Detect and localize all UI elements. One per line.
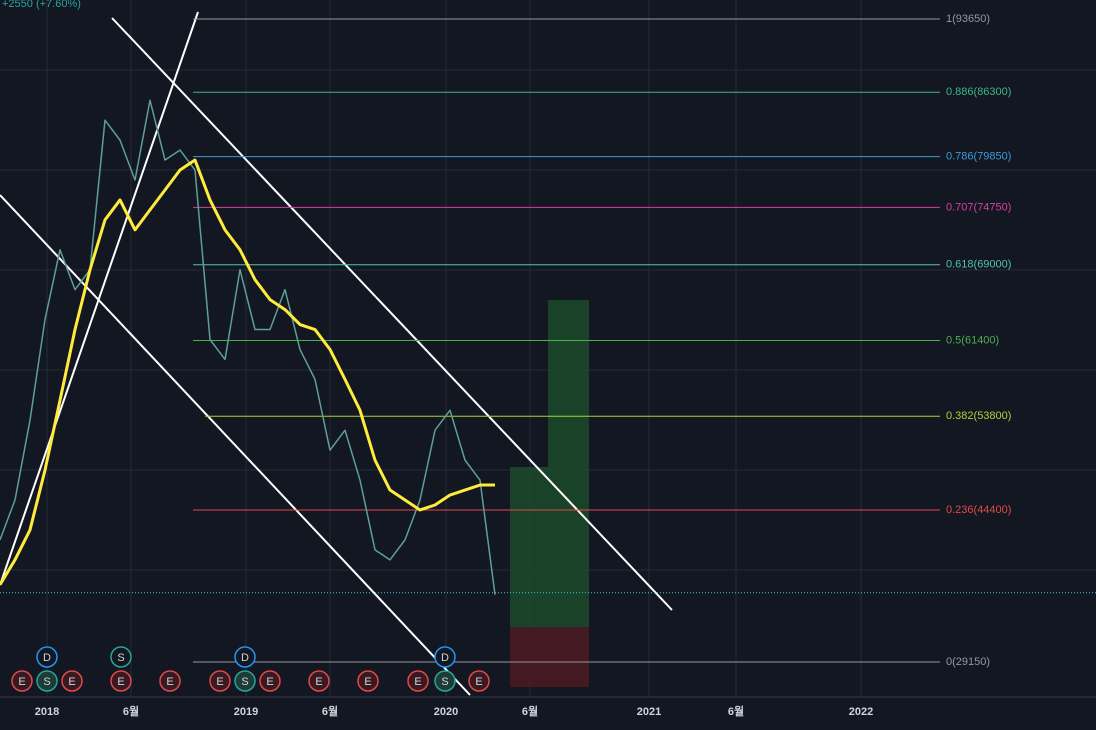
event-marker: [36, 646, 58, 668]
time-label: 2018: [35, 706, 59, 718]
time-label: 6월: [522, 704, 538, 718]
event-letter: E: [117, 676, 124, 688]
event-marker: [61, 670, 83, 692]
fib-label: 0.236(44400): [946, 504, 1011, 516]
fib-label: 0.618(69000): [946, 259, 1011, 271]
event-marker: [11, 670, 33, 692]
event-marker: [468, 670, 490, 692]
profit-zone: [548, 300, 589, 467]
event-marker: [36, 670, 58, 692]
event-letter: E: [166, 676, 173, 688]
event-marker: [434, 646, 456, 668]
fib-label: 0.786(79850): [946, 150, 1011, 162]
event-letter: E: [68, 676, 75, 688]
profit-zone: [510, 467, 589, 627]
time-label: 6월: [123, 704, 139, 718]
event-letter: E: [475, 676, 482, 688]
fib-label: 0.5(61400): [946, 334, 999, 346]
event-letter: D: [241, 652, 249, 664]
event-marker: [159, 670, 181, 692]
event-marker: [308, 670, 330, 692]
trend-line: [0, 11, 199, 586]
fib-label: 1(93650): [946, 13, 990, 25]
time-label: 2021: [637, 706, 661, 718]
fib-label: 0.707(74750): [946, 201, 1011, 213]
loss-zone: [510, 627, 589, 687]
event-letter: S: [43, 676, 50, 688]
time-label: 2019: [234, 706, 258, 718]
event-marker: [110, 646, 132, 668]
event-marker: [234, 670, 256, 692]
channel-line: [0, 194, 471, 696]
event-letter: E: [216, 676, 223, 688]
event-marker: [434, 670, 456, 692]
fib-label: 0.886(86300): [946, 86, 1011, 98]
event-letter: S: [241, 676, 248, 688]
time-label: 6월: [728, 704, 744, 718]
time-label: 2022: [849, 706, 873, 718]
event-marker: [259, 670, 281, 692]
event-letter: D: [43, 652, 51, 664]
event-marker: [407, 670, 429, 692]
time-label: 2020: [434, 706, 458, 718]
series-price: [0, 99, 496, 595]
event-letter: S: [441, 676, 448, 688]
event-letter: E: [18, 676, 25, 688]
price-change: +2550 (+7.60%): [2, 0, 81, 10]
channel-line: [111, 17, 673, 611]
series-ma: [0, 158, 495, 586]
event-letter: S: [117, 652, 124, 664]
event-marker: [209, 670, 231, 692]
event-letter: E: [315, 676, 322, 688]
event-marker: [234, 646, 256, 668]
event-letter: E: [414, 676, 421, 688]
event-letter: E: [266, 676, 273, 688]
fib-label: 0(29150): [946, 656, 990, 668]
event-letter: E: [364, 676, 371, 688]
event-marker: [357, 670, 379, 692]
fib-label: 0.382(53800): [946, 410, 1011, 422]
event-letter: D: [441, 652, 449, 664]
event-marker: [110, 670, 132, 692]
time-label: 6월: [322, 704, 338, 718]
